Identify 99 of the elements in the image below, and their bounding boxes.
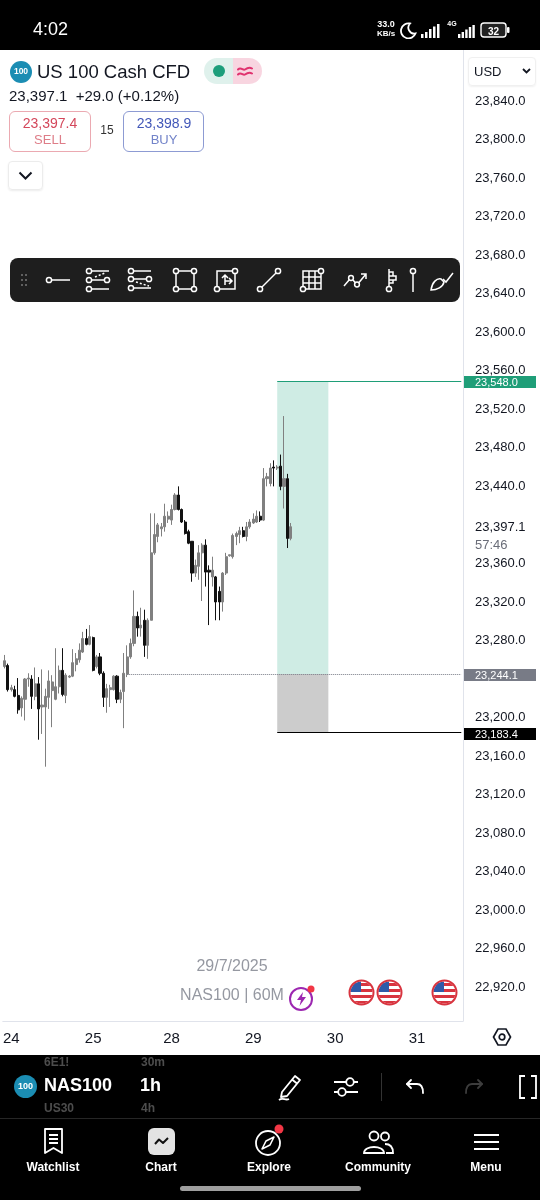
candlestick xyxy=(276,464,279,471)
candlestick xyxy=(3,654,6,669)
text: Explore xyxy=(246,1160,292,1175)
text: 33.0 xyxy=(377,19,395,30)
y-tick-label: 23,640.0 xyxy=(475,285,526,301)
candlestick xyxy=(269,462,272,487)
candlestick xyxy=(272,459,275,487)
annotation: 23,397.4 xyxy=(22,115,78,132)
candlestick xyxy=(262,467,265,522)
y-tick-label: 23,397.1 xyxy=(475,519,526,535)
y-tick-label: 23,160.0 xyxy=(475,747,526,763)
candlestick xyxy=(85,628,88,646)
candlestick xyxy=(37,676,40,741)
x-tick-label: 31 xyxy=(408,1029,426,1046)
y-tick-label: 22,960.0 xyxy=(475,940,526,956)
text: US 100 Cash CFD xyxy=(37,60,191,83)
text: US30 xyxy=(44,1101,75,1116)
candlestick xyxy=(163,503,166,533)
candlestick xyxy=(259,510,262,523)
candlestick xyxy=(289,522,292,541)
y-tick-label: 23,840.0 xyxy=(475,92,526,108)
text: Community xyxy=(345,1160,411,1175)
y-tick-label: 23,120.0 xyxy=(475,786,526,802)
annotation: BUY xyxy=(150,131,178,148)
candlestick xyxy=(252,512,255,525)
text: 4:02 xyxy=(33,19,69,40)
candlestick xyxy=(136,611,139,638)
candlestick xyxy=(34,666,37,701)
candlestick xyxy=(71,648,74,678)
text: Watchlist xyxy=(26,1160,80,1175)
y-tick-label: 23,080.0 xyxy=(475,824,526,840)
text: Menu xyxy=(470,1160,502,1175)
y-tick-label: 23,040.0 xyxy=(475,863,526,879)
text: 1h xyxy=(140,1075,162,1096)
candlestick xyxy=(105,683,108,714)
text: 57:46 xyxy=(475,536,508,553)
annotation: 23,398.9 xyxy=(136,115,192,132)
y-tick-label: 23,760.0 xyxy=(475,169,526,185)
candlestick xyxy=(92,636,95,672)
annotation: SELL xyxy=(34,131,66,148)
y-tick-label: 23,320.0 xyxy=(475,593,526,609)
candlestick xyxy=(214,575,217,621)
candlestick xyxy=(255,509,258,524)
candlestick xyxy=(115,674,119,704)
y-tick-label: 23,800.0 xyxy=(475,131,526,147)
text: 32 xyxy=(487,25,500,36)
text: USD xyxy=(474,63,502,79)
annotation: 29/7/2025 xyxy=(196,957,268,975)
x-tick-label: 24 xyxy=(2,1029,20,1046)
x-tick-label: 28 xyxy=(163,1029,180,1046)
ref-line-label: 23,244.1 xyxy=(464,669,536,682)
candlestick xyxy=(88,624,91,646)
y-tick-label: 23,280.0 xyxy=(475,632,526,648)
annotation: NAS100 | 60M xyxy=(180,986,284,1004)
candlestick xyxy=(95,654,98,669)
y-tick-label: 23,720.0 xyxy=(475,208,526,224)
annotation: 100 xyxy=(13,66,29,77)
y-tick-label: 23,200.0 xyxy=(475,709,526,725)
candlestick xyxy=(10,684,13,693)
x-tick-label: 25 xyxy=(84,1029,102,1046)
y-tick-label: 23,480.0 xyxy=(475,439,526,455)
candlestick xyxy=(64,672,67,704)
x-tick-label: 30 xyxy=(326,1029,344,1046)
candlestick xyxy=(238,526,241,544)
candlestick xyxy=(282,415,286,510)
candlestick xyxy=(286,473,289,549)
text: NAS100 xyxy=(44,1075,113,1096)
text: 100 xyxy=(17,1080,34,1092)
text: Chart xyxy=(145,1160,177,1175)
candlestick xyxy=(242,526,245,538)
y-tick-label: 23,680.0 xyxy=(475,246,526,262)
text: 23,397.1 +29.0 (+0.12%) xyxy=(9,86,180,105)
candlestick xyxy=(231,533,234,560)
y-tick-label: 22,920.0 xyxy=(475,978,526,994)
y-tick-label: 23,000.0 xyxy=(475,901,526,917)
x-tick-label: 29 xyxy=(245,1029,262,1046)
text: 30m xyxy=(141,1055,166,1070)
candlestick xyxy=(139,607,142,638)
candlestick xyxy=(17,677,20,715)
candlestick xyxy=(23,677,27,721)
y-tick-label: 23,440.0 xyxy=(475,477,526,493)
candlestick xyxy=(61,647,64,697)
candlestick xyxy=(30,674,33,710)
annotation: 15 xyxy=(100,123,114,138)
candlestick xyxy=(143,609,146,658)
y-tick-label: 23,560.0 xyxy=(475,362,526,378)
ref-line-label: 23,548.0 xyxy=(464,376,536,389)
candlestick xyxy=(211,556,214,588)
candlestick xyxy=(6,663,9,693)
text: 4h xyxy=(141,1101,156,1116)
text: KB/s xyxy=(376,28,396,39)
ref-line-label: 23,183.4 xyxy=(464,727,536,740)
y-tick-label: 23,600.0 xyxy=(475,323,526,339)
candlestick xyxy=(245,521,248,542)
candlestick xyxy=(279,454,282,491)
y-tick-label: 23,520.0 xyxy=(475,400,526,416)
candlestick xyxy=(201,542,204,602)
y-tick-label: 23,360.0 xyxy=(475,554,526,570)
text: 6E1! xyxy=(44,1055,70,1070)
